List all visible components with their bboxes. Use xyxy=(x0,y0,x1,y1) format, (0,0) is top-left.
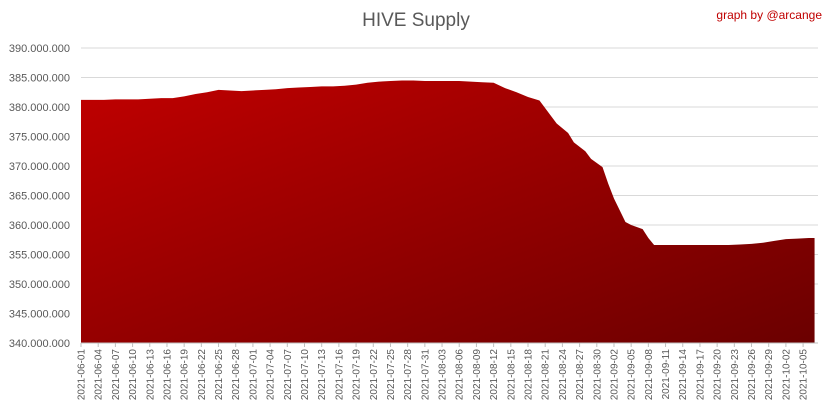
y-axis: 340.000.000 345.000.000 350.000.000 355.000… xyxy=(9,43,70,350)
x-tick-label: 2021-06-04 xyxy=(94,349,105,401)
x-tick-label: 2021-08-09 xyxy=(472,349,483,401)
x-tick-label: 2021-07-01 xyxy=(248,349,259,401)
x-tick-label: 2021-07-25 xyxy=(386,349,397,401)
x-tick-label: 2021-08-24 xyxy=(558,349,569,401)
credit-label: graph by @arcange xyxy=(716,8,822,22)
x-tick-label: 2021-09-14 xyxy=(678,349,689,401)
x-tick-label: 2021-08-21 xyxy=(541,349,552,401)
x-tick-label: 2021-06-25 xyxy=(214,349,225,401)
x-tick-label: 2021-07-13 xyxy=(317,349,328,401)
x-tick-label: 2021-09-05 xyxy=(627,349,638,401)
x-tick-label: 2021-08-15 xyxy=(506,349,517,401)
x-tick-label: 2021-09-02 xyxy=(610,349,621,401)
y-tick-label: 345.000.000 xyxy=(9,309,70,321)
x-tick-label: 2021-07-31 xyxy=(420,349,431,401)
x-tick-label: 2021-09-11 xyxy=(661,349,672,400)
supply-area xyxy=(81,80,815,343)
x-tick-label: 2021-06-13 xyxy=(145,349,156,401)
y-tick-label: 385.000.000 xyxy=(9,73,70,85)
x-tick-label: 2021-06-01 xyxy=(77,349,88,401)
x-tick-label: 2021-07-10 xyxy=(300,349,311,401)
x-tick-label: 2021-07-22 xyxy=(369,349,380,401)
x-tick-label: 2021-08-27 xyxy=(575,349,586,401)
x-tick-label: 2021-09-20 xyxy=(713,349,724,401)
y-tick-label: 355.000.000 xyxy=(9,250,70,262)
x-tick-label: 2021-06-07 xyxy=(111,349,122,401)
chart-title: HIVE Supply xyxy=(362,10,470,31)
x-tick-label: 2021-07-19 xyxy=(352,349,363,401)
x-tick-label: 2021-10-02 xyxy=(781,349,792,401)
y-tick-label: 380.000.000 xyxy=(9,102,70,114)
x-tick-label: 2021-09-08 xyxy=(644,349,655,401)
x-tick-label: 2021-09-26 xyxy=(747,349,758,401)
x-tick-label: 2021-07-28 xyxy=(403,349,414,401)
x-tick-label: 2021-09-29 xyxy=(764,349,775,401)
x-tick-label: 2021-06-10 xyxy=(128,349,139,401)
x-tick-label: 2021-07-04 xyxy=(266,349,277,401)
y-tick-label: 390.000.000 xyxy=(9,43,70,55)
x-tick-label: 2021-10-05 xyxy=(799,349,810,401)
x-tick-label: 2021-08-06 xyxy=(455,349,466,401)
x-tick-label: 2021-08-03 xyxy=(438,349,449,401)
x-tick-label: 2021-06-28 xyxy=(231,349,242,401)
x-tick-label: 2021-07-07 xyxy=(283,349,294,401)
y-tick-label: 365.000.000 xyxy=(9,191,70,203)
x-tick-label: 2021-06-16 xyxy=(163,349,174,401)
x-tick-label: 2021-07-16 xyxy=(334,349,345,401)
x-tick-label: 2021-09-17 xyxy=(695,349,706,401)
x-tick-label: 2021-08-30 xyxy=(592,349,603,401)
y-tick-label: 375.000.000 xyxy=(9,132,70,144)
y-tick-label: 350.000.000 xyxy=(9,279,70,291)
x-axis: 2021-06-01 2021-06-04 2021-06-07 2021-06-10… xyxy=(77,343,810,400)
x-tick-label: 2021-08-18 xyxy=(524,349,535,401)
y-tick-label: 370.000.000 xyxy=(9,161,70,173)
x-tick-label: 2021-09-23 xyxy=(730,349,741,401)
x-tick-label: 2021-08-12 xyxy=(489,349,500,401)
y-tick-label: 360.000.000 xyxy=(9,220,70,232)
y-tick-label: 340.000.000 xyxy=(9,338,70,350)
x-tick-label: 2021-06-19 xyxy=(180,349,191,401)
x-tick-label: 2021-06-22 xyxy=(197,349,208,401)
